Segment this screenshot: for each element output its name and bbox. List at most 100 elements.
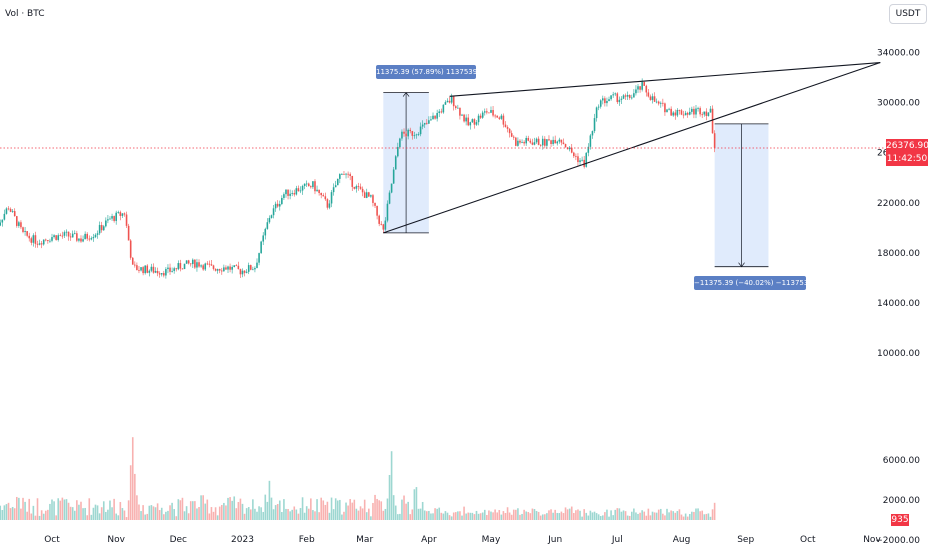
volume-bar xyxy=(212,511,215,520)
volume-bar xyxy=(562,513,565,520)
volume-bar xyxy=(339,499,341,520)
time-tick-label: Jun xyxy=(547,535,562,545)
volume-bar xyxy=(639,512,641,520)
bar-countdown: 11:42:50 xyxy=(886,154,928,164)
candle-body xyxy=(372,195,374,203)
volume-bar xyxy=(550,509,552,520)
candle-body xyxy=(121,213,124,216)
measure-arrow-head xyxy=(402,92,410,97)
candle-body xyxy=(411,131,414,136)
candle-body xyxy=(709,108,712,113)
candle-body xyxy=(686,112,689,115)
volume-bar xyxy=(163,514,165,520)
volume-bar xyxy=(448,515,451,520)
volume-bar xyxy=(419,508,422,520)
candle-body xyxy=(345,173,347,175)
candle-body xyxy=(523,141,525,144)
volume-bar xyxy=(134,473,136,520)
price-axis[interactable]: 34000.0030000.0026000.0022000.0018000.00… xyxy=(875,49,920,546)
candle-body xyxy=(69,236,72,238)
volume-bar xyxy=(510,514,513,520)
volume-bar xyxy=(281,512,283,520)
candle-body xyxy=(494,115,496,117)
volume-bar xyxy=(365,512,368,520)
volume-bar xyxy=(138,504,140,520)
volume-bar xyxy=(53,501,55,520)
volume-bar xyxy=(521,513,523,520)
time-axis[interactable]: Oct Nov Dec 2023 Feb Mar Apr May Jun Jul Aug Sep Oct… xyxy=(44,535,881,545)
volume-bar xyxy=(303,512,306,520)
candle-body xyxy=(604,98,606,104)
volume-bar xyxy=(105,511,107,520)
volume-bar xyxy=(604,512,606,520)
candle-body xyxy=(535,138,538,143)
volume-bar xyxy=(225,505,227,520)
volume-bar xyxy=(500,514,503,520)
trendline-upper[interactable] xyxy=(449,61,881,97)
candle-body xyxy=(368,192,370,197)
volume-bar xyxy=(502,511,505,520)
volume-bar xyxy=(204,503,207,520)
candle-body xyxy=(713,133,716,148)
candle-body xyxy=(36,243,39,245)
volume-bar xyxy=(457,511,459,520)
last-price-badge: 26376.90 11:42:50 xyxy=(886,139,929,166)
volume-bar xyxy=(237,502,240,520)
candle-body xyxy=(78,238,80,241)
candle-body xyxy=(394,156,397,170)
candle-body xyxy=(674,112,677,116)
volume-bar xyxy=(20,508,22,520)
volume-bar xyxy=(477,513,480,520)
candle-body xyxy=(397,147,399,157)
volume-bar xyxy=(102,501,105,520)
volume-bar xyxy=(316,499,318,520)
volume-bar xyxy=(173,509,175,520)
candle-body xyxy=(583,159,585,167)
price-tick-label: 30000.00 xyxy=(877,99,920,109)
volume-bar xyxy=(22,497,24,520)
candle-body xyxy=(187,260,190,264)
trendline-layer[interactable] xyxy=(383,61,881,234)
price-tick-label: −2000.00 xyxy=(875,536,920,546)
volume-bar xyxy=(552,512,554,520)
candle-body xyxy=(216,269,219,271)
candle-body xyxy=(57,235,60,240)
volume-bar xyxy=(372,502,374,520)
candle-body xyxy=(276,203,279,207)
volume-bar xyxy=(595,513,598,520)
volume-bar xyxy=(341,514,343,520)
volume-bar xyxy=(140,511,142,520)
candle-body xyxy=(548,139,550,141)
volume-bar xyxy=(512,509,515,520)
candle-body xyxy=(245,271,248,273)
volume-bar xyxy=(359,506,362,520)
candle-body xyxy=(608,99,610,102)
candle-body xyxy=(467,117,470,126)
candle-body xyxy=(498,117,501,119)
trendline-lower[interactable] xyxy=(383,62,881,234)
volume-bar xyxy=(519,514,521,520)
candle-body xyxy=(581,159,583,161)
candle-body xyxy=(454,106,457,108)
volume-bar xyxy=(57,498,60,520)
candle-body xyxy=(595,107,598,119)
candle-body xyxy=(144,265,146,274)
volume-bar xyxy=(154,507,157,520)
volume-bar xyxy=(531,508,534,520)
volume-bar xyxy=(591,512,594,520)
volume-bar xyxy=(28,498,31,520)
volume-bar xyxy=(585,512,588,520)
candle-body xyxy=(593,118,596,132)
volume-bar xyxy=(136,495,138,520)
volume-bar xyxy=(239,498,242,520)
candle-body xyxy=(655,101,658,103)
currency-unit-button[interactable]: USDT xyxy=(889,4,927,24)
candle-body xyxy=(541,138,544,146)
volume-bar xyxy=(332,509,335,520)
volume-bar xyxy=(618,508,621,520)
candle-body xyxy=(18,222,20,226)
candle-body xyxy=(15,216,18,226)
candle-body xyxy=(102,226,105,231)
candle-body xyxy=(355,186,358,189)
